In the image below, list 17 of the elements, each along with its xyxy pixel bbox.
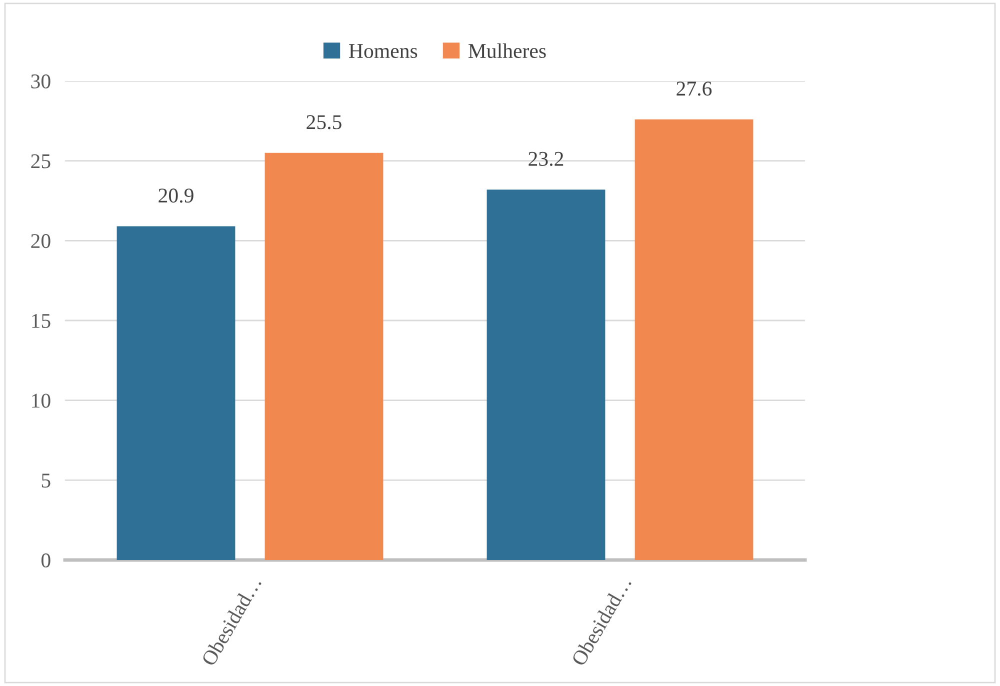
- y-tick-label: 15: [32, 314, 50, 328]
- y-tick-label: 25: [31, 154, 50, 168]
- y-tick-label: 20: [31, 234, 50, 248]
- legend-label: Homens: [349, 44, 418, 58]
- y-tick-label: 10: [32, 394, 50, 408]
- bar: [116, 226, 236, 560]
- bar: [634, 119, 754, 560]
- y-tick-label: 5: [42, 474, 50, 488]
- y-tick-label: 0: [41, 553, 50, 568]
- data-label: 25.5: [306, 115, 342, 130]
- data-label: 23.2: [528, 152, 564, 166]
- legend-label: Mulheres: [468, 43, 546, 58]
- data-label: 20.9: [158, 188, 194, 203]
- data-label: 27.6: [676, 82, 712, 96]
- bar: [264, 152, 384, 560]
- bar: [486, 190, 606, 560]
- y-tick-label: 30: [31, 74, 50, 88]
